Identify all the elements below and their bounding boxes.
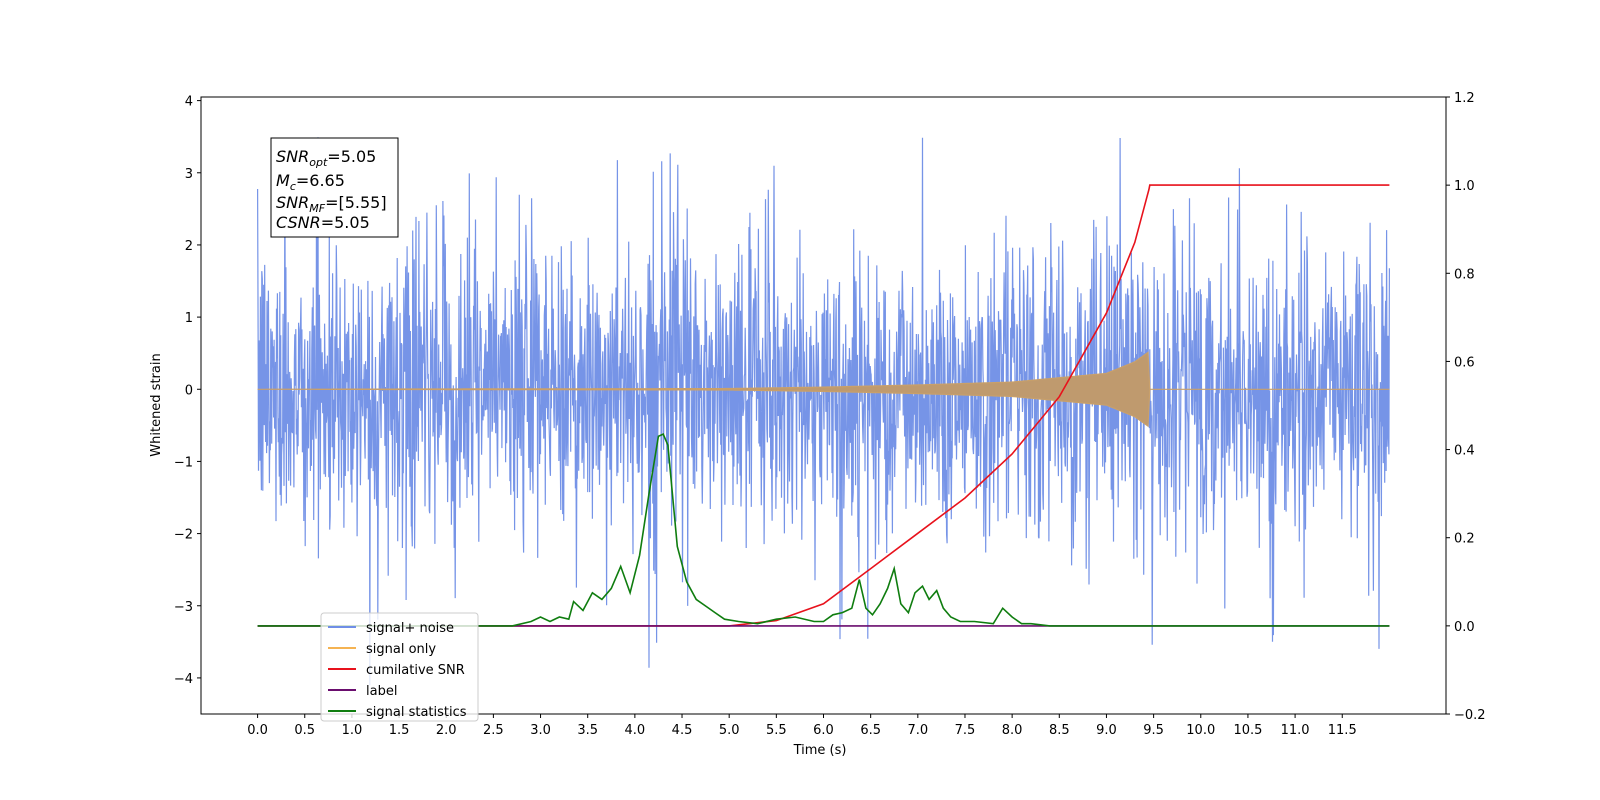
y-tick-label: 0 [185,383,193,398]
y-axis-right: 1.2 1.0 0.8 0.6 0.4 0.2 0.0 −0.2 [1446,91,1486,723]
plot-area [257,137,1390,686]
x-tick-label: 4.5 [672,723,693,738]
y-axis-left: 4 3 2 1 0 −1 −2 −3 −4 [174,95,201,687]
y-tick-label: −4 [174,672,193,687]
legend-label: label [366,684,397,699]
x-tick-label: 2.0 [436,723,457,738]
y-tick-label: −2 [174,528,193,543]
x-tick-label: 7.0 [907,723,928,738]
x-tick-label: 2.5 [483,723,504,738]
legend-label: signal statistics [366,705,467,720]
annotation-csnr: CSNR=5.05 [276,213,370,232]
x-tick-label: 0.0 [247,723,268,738]
x-tick-label: 3.0 [530,723,551,738]
legend-label: signal only [366,642,436,657]
legend-label: cumilative SNR [366,663,465,678]
legend: signal+ noise signal only cumilative SNR la… [320,612,479,722]
y-tick-label: −1 [174,455,193,470]
x-tick-label: 10.0 [1186,723,1215,738]
annotation-mc: Mc=6.65 [276,171,345,193]
annotation-box: SNRopt=5.05 Mc=6.65 SNRMF=[5.55] CSNR=5.… [270,137,399,238]
x-tick-label: 6.0 [813,723,834,738]
x-tick-label: 9.5 [1143,723,1164,738]
x-axis-label: Time (s) [793,743,847,758]
y-tick-label: 1 [185,311,193,326]
x-tick-label: 5.5 [766,723,787,738]
y-tick-label: 3 [185,167,193,182]
y-right-tick-label: 0.6 [1454,355,1475,370]
y-right-tick-label: 0.4 [1454,444,1475,459]
x-axis: 0.0 0.5 1.0 1.5 2.0 2.5 3.0 3.5 4.0 4.5 5.0 5.5 6.0 6… [247,714,1357,738]
x-tick-label: 0.5 [294,723,315,738]
series-signal-statistics [257,433,1390,627]
x-tick-label: 7.5 [955,723,976,738]
y-tick-label: 4 [185,95,193,110]
y-right-tick-label: 0.0 [1454,620,1475,635]
plot-series-group [257,137,1390,686]
annotation-snr-mf: SNRMF=[5.55] [276,193,387,215]
x-tick-label: 3.5 [577,723,598,738]
x-tick-label: 8.0 [1002,723,1023,738]
y-axis-label: Whitened strain [149,353,164,456]
y-tick-label: 2 [185,239,193,254]
x-tick-label: 11.0 [1281,723,1310,738]
x-tick-label: 8.5 [1049,723,1070,738]
x-tick-label: 5.0 [719,723,740,738]
y-right-tick-label: 1.2 [1454,91,1475,106]
legend-label: signal+ noise [366,621,454,636]
y-tick-label: −3 [174,600,193,615]
x-tick-label: 4.0 [625,723,646,738]
x-tick-label: 6.5 [860,723,881,738]
y-right-tick-label: 1.0 [1454,179,1475,194]
annotation-snr-opt: SNRopt=5.05 [276,147,376,169]
y-right-tick-label: −0.2 [1454,708,1486,723]
series-signal-noise [257,137,1390,686]
x-tick-label: 9.0 [1096,723,1117,738]
x-tick-label: 1.5 [389,723,410,738]
x-tick-label: 10.5 [1233,723,1262,738]
y-right-tick-label: 0.2 [1454,532,1475,547]
series-signal-only [257,351,1390,428]
x-tick-label: 11.5 [1328,723,1357,738]
y-right-tick-label: 0.8 [1454,267,1475,282]
x-tick-label: 1.0 [342,723,363,738]
